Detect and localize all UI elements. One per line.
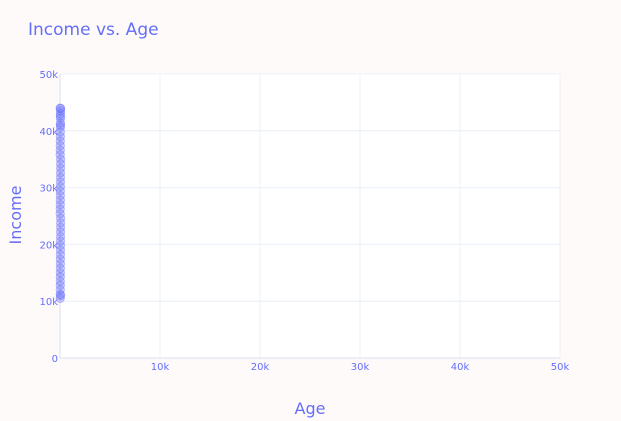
y-tick-label: 30k <box>39 184 58 195</box>
scatter-point <box>55 289 65 299</box>
scatter-point <box>55 181 66 192</box>
scatter-point <box>55 177 66 187</box>
scatter-point <box>55 168 66 178</box>
scatter-point <box>55 293 65 303</box>
scatter-point <box>55 280 65 290</box>
x-tick-label: 20k <box>251 362 270 373</box>
x-axis-title: Age <box>295 399 326 418</box>
scatter-point <box>55 250 66 260</box>
scatter-point <box>55 245 66 255</box>
scatter-point <box>55 209 65 219</box>
y-tick-label: 0 <box>52 354 58 365</box>
scatter-point <box>55 106 66 116</box>
scatter-point <box>55 227 66 237</box>
scatter-point <box>55 145 65 155</box>
x-tick-label: 50k <box>551 362 570 373</box>
scatter-point <box>55 109 66 119</box>
scatter-point <box>55 195 65 205</box>
scatter-point <box>56 213 66 223</box>
scatter-point <box>55 263 65 273</box>
data-points <box>55 103 66 303</box>
grid-lines <box>60 73 561 359</box>
scatter-point <box>55 127 65 137</box>
x-tick-label: 10k <box>151 362 170 373</box>
scatter-point <box>56 159 66 169</box>
scatter-point <box>55 272 65 282</box>
scatter-point <box>55 120 66 130</box>
y-tick-label: 40k <box>39 127 58 138</box>
scatter-point <box>55 222 66 232</box>
scatter-point <box>56 154 66 164</box>
scatter-point <box>56 290 66 301</box>
scatter-point <box>55 268 65 278</box>
scatter-point <box>55 111 65 121</box>
scatter-point <box>55 163 66 173</box>
y-tick-label: 50k <box>39 70 58 81</box>
scatter-point <box>56 218 66 228</box>
plot-area <box>60 74 560 358</box>
y-tick-label: 20k <box>39 240 58 251</box>
scatter-point <box>55 254 66 264</box>
x-tick-label: 30k <box>351 362 370 373</box>
x-tick-label: 40k <box>451 362 470 373</box>
scatter-point <box>55 131 65 142</box>
scatter-point <box>55 200 65 210</box>
scatter-point <box>55 122 66 132</box>
scatter-point <box>55 140 65 151</box>
y-axis-title: Income <box>6 186 25 245</box>
scatter-point <box>55 136 65 146</box>
scatter-point <box>55 150 65 160</box>
scatter-point <box>55 240 66 251</box>
tick-labels: 10k 20k 30k 40k 50k 0 10k 20k 30k 40k 50k <box>39 70 569 373</box>
scatter-point <box>55 172 66 182</box>
chart-title: Income vs. Age <box>28 20 159 40</box>
scatter-point <box>55 259 66 269</box>
axes <box>59 74 560 359</box>
scatter-point <box>55 190 65 201</box>
scatter-point <box>55 204 65 214</box>
scatter-point <box>55 276 65 286</box>
scatter-point <box>55 231 66 242</box>
scatter-point <box>55 104 66 114</box>
scatter-point <box>55 186 65 196</box>
scatter-point <box>55 285 65 295</box>
scatter-point <box>55 236 66 246</box>
y-tick-label: 10k <box>39 297 58 308</box>
scatter-point <box>55 103 65 113</box>
scatter-point <box>55 118 66 128</box>
scatter-point <box>55 113 66 123</box>
